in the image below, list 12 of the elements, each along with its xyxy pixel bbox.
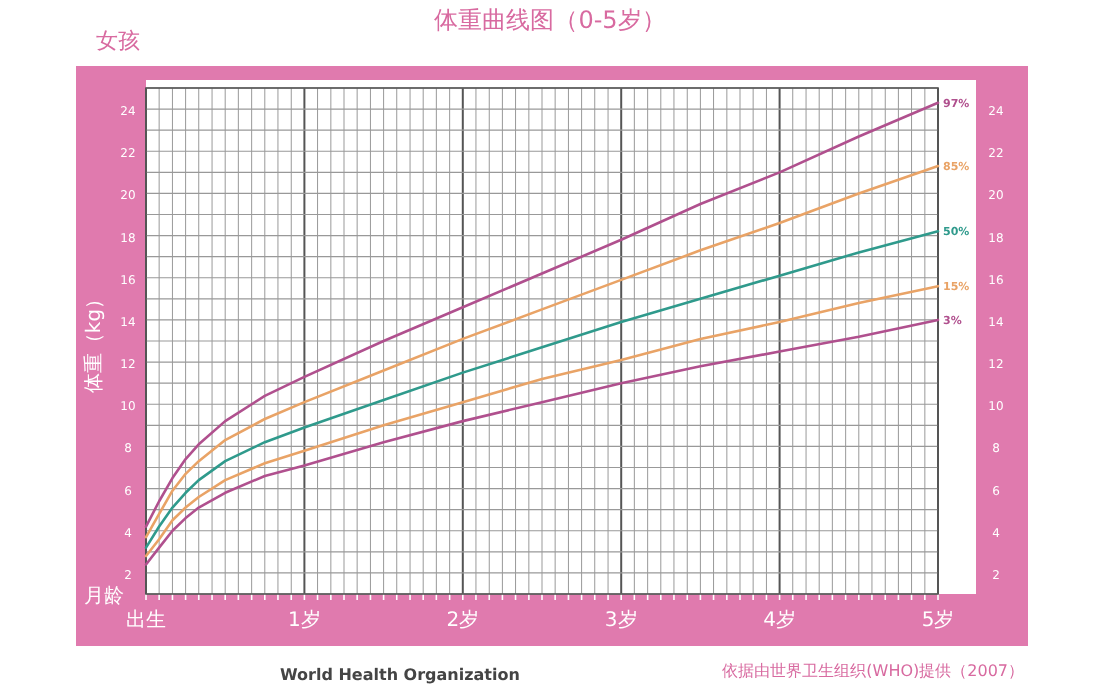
x-tick-label: 出生 [126,608,166,632]
x-tick-label: 3岁 [604,608,638,632]
text: World Health Organization [280,666,521,684]
x-tick-label: 1岁 [288,608,321,632]
x-axis-title: 月龄 [84,584,124,608]
y-axis-title: 体重（kg） [82,288,106,394]
text: 依据由世界卫生组织(WHO)提供（2007） [722,662,1024,680]
x-tick-label: 4岁 [763,608,796,632]
chart-subtitle: 女孩 [96,28,140,54]
chart-title: 体重曲线图（0-5岁） [434,6,666,34]
x-tick-label: 5岁 [921,608,955,632]
x-tick-label: 2岁 [446,608,480,632]
